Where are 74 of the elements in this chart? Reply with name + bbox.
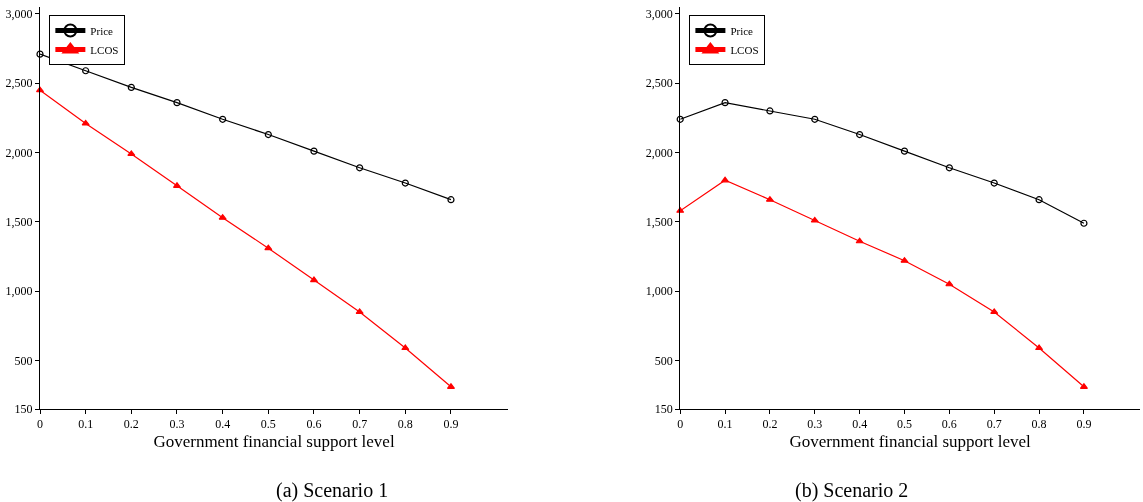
y-tick-label: 2,000	[5, 145, 33, 160]
point	[310, 147, 318, 155]
x-axis-title: Government financial support level	[153, 431, 395, 451]
point	[401, 344, 410, 351]
point	[856, 130, 864, 139]
x-tick-label: 0.8	[1031, 417, 1047, 432]
x-tick-label: 0	[37, 417, 43, 432]
point	[1080, 219, 1088, 227]
point	[264, 244, 273, 251]
legend-label: LCOS	[730, 43, 759, 56]
x-tick-label: 0.3	[169, 417, 185, 432]
point	[309, 276, 319, 283]
y-tick-label: 1,000	[645, 284, 673, 299]
point	[990, 179, 998, 187]
y-tick-label: 1,500	[645, 215, 673, 230]
x-tick-label: 0.9	[443, 417, 459, 432]
x-tick-label: 0.2	[762, 417, 778, 432]
text: (a) Scenario 1	[276, 479, 389, 502]
x-tick-label: 0.7	[352, 417, 368, 432]
y-tick-label: 1,000	[5, 284, 33, 299]
y-tick-label: 1,500	[5, 215, 33, 230]
point	[82, 67, 90, 75]
x-tick-label: 0.2	[123, 417, 139, 432]
point	[219, 115, 227, 123]
y-tick-label: 2,000	[645, 145, 673, 160]
point	[355, 308, 364, 315]
point	[1035, 196, 1043, 204]
point	[447, 196, 455, 204]
text: (b) Scenario 2	[795, 479, 909, 502]
x-tick-label: 0.6	[306, 417, 322, 432]
y-tick-label: 2,500	[645, 76, 673, 91]
x-axis-title: Government financial support level	[789, 431, 1031, 451]
point	[401, 179, 409, 187]
point	[356, 164, 364, 172]
point	[810, 216, 819, 223]
legend-label: Price	[730, 24, 754, 37]
x-tick-label: 0.8	[397, 417, 413, 432]
point	[676, 115, 684, 123]
x-tick-label: 0.9	[1076, 417, 1092, 432]
point	[766, 107, 774, 115]
x-tick-label: 0.1	[78, 417, 94, 432]
point	[721, 176, 730, 183]
legend-label: LCOS	[90, 43, 119, 56]
point	[127, 150, 136, 157]
point	[945, 280, 954, 287]
x-tick-label: 0.3	[807, 417, 823, 432]
x-tick-label: 0.7	[986, 417, 1002, 432]
x-tick-label: 0.4	[852, 417, 868, 432]
y-tick-label: 3,000	[5, 7, 33, 22]
legend-label: Price	[90, 24, 114, 37]
point	[990, 308, 999, 315]
x-tick-label: 0	[677, 417, 684, 432]
point	[264, 130, 272, 139]
point	[173, 99, 181, 107]
x-tick-label: 0.1	[717, 417, 733, 432]
y-tick-label: 500	[14, 353, 33, 368]
y-tick-label: 150	[14, 402, 33, 417]
y-tick-label: 150	[654, 402, 673, 417]
point	[81, 119, 90, 126]
point	[721, 99, 729, 107]
point	[811, 115, 819, 123]
point	[855, 237, 864, 244]
x-tick-label: 0.4	[215, 417, 231, 432]
x-tick-label: 0.6	[941, 417, 957, 432]
point	[127, 83, 135, 91]
y-tick-label: 3,000	[645, 7, 673, 22]
y-tick-label: 2,500	[5, 76, 33, 91]
point	[1035, 344, 1044, 351]
x-tick-label: 0.5	[896, 417, 912, 432]
point	[945, 164, 953, 172]
point	[36, 50, 44, 58]
x-tick-label: 0.5	[260, 417, 276, 432]
y-tick-label: 500	[654, 353, 673, 368]
point	[900, 147, 909, 155]
